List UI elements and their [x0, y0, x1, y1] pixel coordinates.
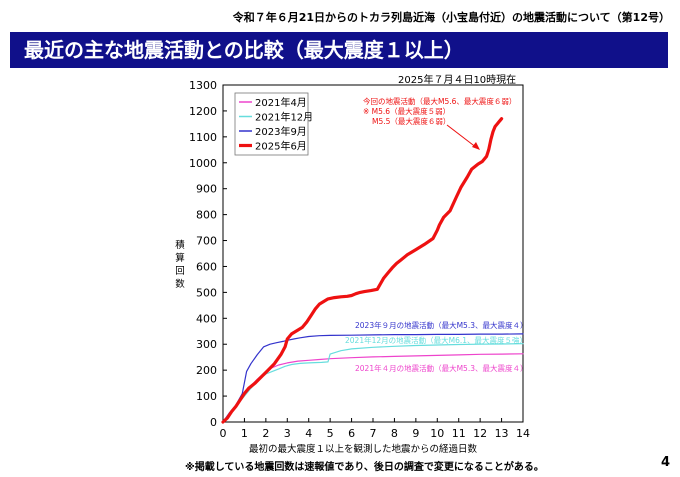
series-line-2: [222, 333, 524, 423]
y-tick-label: 700: [196, 235, 217, 248]
legend-label-3: 2025年6月: [255, 140, 307, 153]
x-tick-label: 11: [452, 427, 466, 440]
y-tick-label: 900: [196, 183, 217, 196]
y-tick-label: 100: [196, 390, 217, 403]
report-subtitle: 令和７年６月21日からのトカラ列島近海（小宝島付近）の地震活動について（第12号…: [232, 11, 670, 24]
x-tick-label: 0: [220, 427, 227, 440]
y-tick-label: 1100: [189, 131, 217, 144]
y-tick-label: 600: [196, 260, 217, 273]
x-tick-label: 7: [370, 427, 377, 440]
y-tick-label: 500: [196, 286, 217, 299]
annotation-sep2023: 2023年９月の地震活動（最大M5.3、最大震度４）: [355, 320, 527, 330]
page-number: 4: [660, 455, 670, 470]
legend-label-2: 2023年9月: [255, 125, 307, 138]
x-tick-label: 4: [305, 427, 312, 440]
x-tick-label: 10: [430, 427, 444, 440]
x-tick-label: 12: [473, 427, 487, 440]
series-line-3: [221, 117, 504, 424]
y-tick-label: 1300: [189, 79, 217, 92]
footnote: ※掲載している地震回数は速報値であり、後日の調査で変更になることがある。: [185, 462, 544, 473]
series-line-1: [222, 343, 524, 423]
x-tick-label: 5: [327, 427, 334, 440]
chart-series: [221, 117, 524, 424]
annotation-dec2021: 2021年12月の地震活動（最大M6.1、最大震度５強）: [345, 335, 527, 345]
chart-axes: 0100200300400500600700800900100011001200…: [175, 79, 530, 455]
annotation-current-main: 今回の地震活動（最大M5.6、最大震度６弱）: [363, 96, 516, 106]
y-tick-label: 1200: [189, 105, 217, 118]
y-axis-label-char: 数: [175, 278, 185, 290]
annotation-current-sub1: ※ M5.6（最大震度５弱）: [363, 106, 450, 116]
x-tick-label: 2: [262, 427, 269, 440]
annotation-apr2021: 2021年４月の地震活動（最大M5.3、最大震度４）: [355, 363, 527, 373]
annotation-current-sub2: M5.5（最大震度６弱）: [372, 116, 450, 126]
page-title-banner: 最近の主な地震活動との比較（最大震度１以上）: [10, 32, 668, 68]
x-tick-label: 14: [516, 427, 530, 440]
x-tick-label: 3: [284, 427, 291, 440]
as-of-timestamp: 2025年７月４日10時現在: [398, 75, 517, 86]
y-axis-label-char: 回: [175, 266, 185, 277]
annotation-arrow-line: [446, 124, 478, 149]
annotation-arrowhead: [472, 142, 480, 150]
legend-label-0: 2021年4月: [255, 96, 307, 109]
x-tick-label: 9: [412, 427, 419, 440]
x-axis-label: 最初の最大震度１以上を観測した地震からの経過日数: [249, 443, 478, 455]
y-tick-label: 300: [196, 338, 217, 351]
y-axis-label-char: 算: [175, 252, 185, 264]
x-tick-label: 8: [391, 427, 398, 440]
y-tick-label: 400: [196, 312, 217, 325]
y-tick-label: 0: [210, 416, 217, 429]
chart-annotations: 今回の地震活動（最大M5.6、最大震度６弱）※ M5.6（最大震度５弱）M5.5…: [345, 96, 527, 373]
x-tick-label: 1: [241, 427, 248, 440]
y-tick-label: 200: [196, 364, 217, 377]
x-tick-label: 6: [348, 427, 355, 440]
legend-label-1: 2021年12月: [255, 111, 313, 124]
y-axis-label-char: 積: [175, 239, 185, 251]
y-tick-label: 1000: [189, 157, 217, 170]
x-tick-label: 13: [495, 427, 509, 440]
y-tick-label: 800: [196, 209, 217, 222]
